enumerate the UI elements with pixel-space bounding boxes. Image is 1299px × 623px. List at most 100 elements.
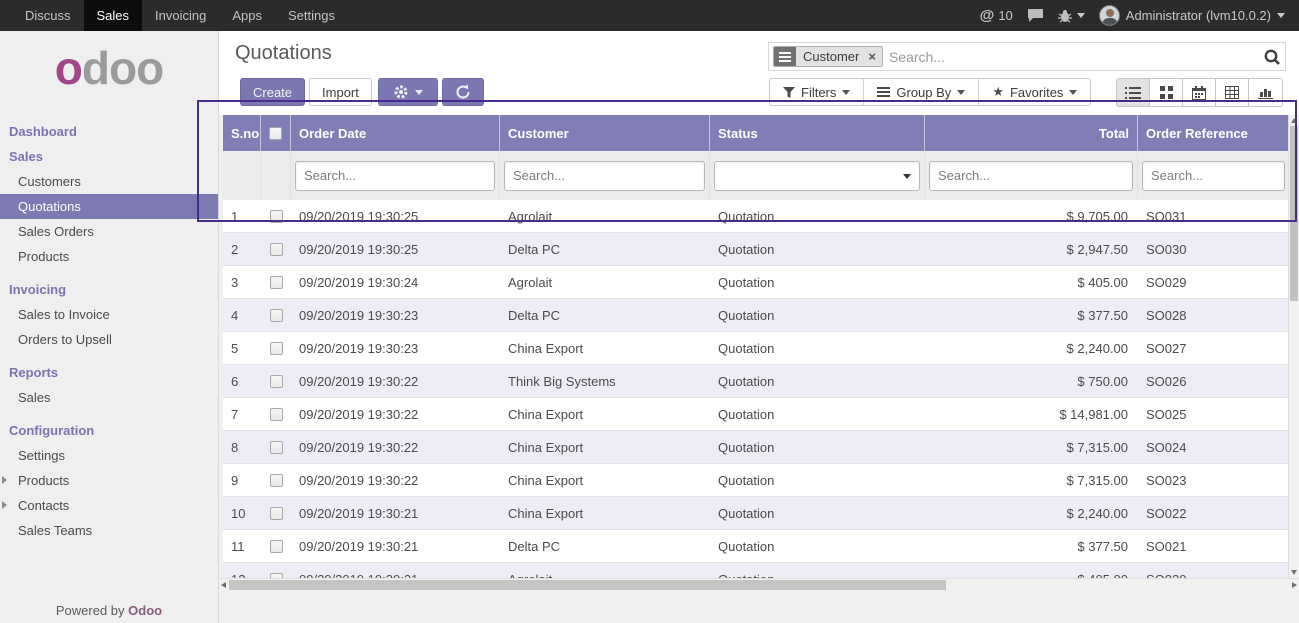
vertical-scrollbar[interactable] — [1288, 115, 1299, 578]
status-cell: Quotation — [718, 241, 775, 257]
row-checkbox[interactable] — [269, 473, 283, 487]
scroll-up-arrow[interactable] — [1291, 118, 1297, 123]
table-row[interactable]: 8 09/20/2019 19:30:22 China Export Quota… — [223, 431, 1289, 464]
row-checkbox[interactable] — [269, 374, 283, 388]
order-date-filter-input[interactable] — [295, 160, 495, 191]
filters-button[interactable]: Filters — [770, 79, 865, 105]
sidebar-item[interactable]: Contacts — [0, 493, 218, 518]
col-header-status[interactable]: Status — [710, 115, 925, 151]
scroll-left-arrow[interactable] — [221, 582, 226, 588]
row-checkbox[interactable] — [269, 341, 283, 355]
order-reference-cell: SO020 — [1138, 563, 1289, 579]
row-checkbox[interactable] — [269, 209, 283, 223]
sidebar-item[interactable]: Sales Orders — [0, 219, 218, 244]
table-row[interactable]: 9 09/20/2019 19:30:22 China Export Quota… — [223, 464, 1289, 497]
table-row[interactable]: 3 09/20/2019 19:30:24 Agrolait Quotation… — [223, 266, 1289, 299]
col-header-sno[interactable]: S.no — [223, 115, 261, 151]
row-checkbox[interactable] — [269, 407, 283, 421]
search-view[interactable]: Customer × — [768, 42, 1286, 71]
status-cell: Quotation — [718, 340, 775, 356]
col-header-select-all[interactable] — [261, 115, 291, 151]
group-by-button[interactable]: Group By — [864, 79, 980, 105]
sidebar-item[interactable]: Orders to Upsell — [0, 327, 218, 352]
top-menu-item[interactable]: Settings — [288, 8, 335, 23]
sidebar-item[interactable]: Invoicing — [0, 277, 218, 302]
row-checkbox[interactable] — [269, 506, 283, 520]
status-filter-select[interactable] — [714, 160, 920, 191]
top-menu-item[interactable]: Sales — [83, 0, 143, 31]
sidebar-item-label: Products — [18, 249, 70, 264]
row-checkbox[interactable] — [269, 242, 283, 256]
row-checkbox[interactable] — [269, 275, 283, 289]
total-filter-input[interactable] — [929, 160, 1133, 191]
favorites-button[interactable]: ★ Favorites — [979, 79, 1090, 105]
sidebar-item[interactable]: Sales to Invoice — [0, 302, 218, 327]
row-checkbox[interactable] — [269, 440, 283, 454]
select-all-checkbox[interactable] — [269, 126, 282, 140]
view-switch-list[interactable] — [1117, 79, 1150, 106]
import-button[interactable]: Import — [309, 78, 372, 106]
sidebar-item[interactable]: Quotations — [0, 194, 218, 219]
facet-remove-icon[interactable]: × — [866, 47, 882, 66]
top-menu-item[interactable]: Apps — [232, 8, 262, 23]
table-row[interactable]: 11 09/20/2019 19:30:21 Delta PC Quotatio… — [223, 530, 1289, 563]
scroll-down-arrow[interactable] — [1291, 570, 1297, 575]
table-row[interactable]: 10 09/20/2019 19:30:21 China Export Quot… — [223, 497, 1289, 530]
create-button[interactable]: Create — [240, 78, 306, 106]
sidebar-item[interactable]: Products — [0, 468, 218, 493]
expand-caret-icon[interactable] — [2, 476, 7, 484]
sidebar-item[interactable]: Configuration — [0, 418, 218, 443]
sidebar-item[interactable]: Dashboard — [0, 119, 218, 144]
table-row[interactable]: 12 09/20/2019 19:30:21 Agrolait Quotatio… — [223, 563, 1289, 578]
table-row[interactable]: 4 09/20/2019 19:30:23 Delta PC Quotation… — [223, 299, 1289, 332]
search-icon[interactable] — [1263, 48, 1281, 66]
sidebar-item[interactable]: Sales Teams — [0, 518, 218, 543]
debug-menu[interactable] — [1057, 9, 1085, 23]
sidebar-item-label: Orders to Upsell — [18, 332, 112, 347]
status-cell: Quotation — [718, 373, 775, 389]
star-icon: ★ — [992, 84, 1004, 99]
table-row[interactable]: 5 09/20/2019 19:30:23 China Export Quota… — [223, 332, 1289, 365]
view-switch-pivot[interactable] — [1216, 79, 1249, 106]
col-header-customer[interactable]: Customer — [500, 115, 710, 151]
order-reference-filter-input[interactable] — [1142, 160, 1285, 191]
scroll-right-arrow[interactable] — [1292, 582, 1297, 588]
col-header-order-reference[interactable]: Order Reference — [1146, 125, 1248, 141]
sidebar-item[interactable]: Reports — [0, 360, 218, 385]
table-row[interactable]: 2 09/20/2019 19:30:25 Delta PC Quotation… — [223, 233, 1289, 266]
actions-dropdown-button[interactable] — [377, 78, 438, 106]
view-switch-calendar[interactable] — [1183, 79, 1216, 106]
search-input[interactable] — [888, 48, 1257, 65]
sidebar-item-label: Invoicing — [9, 282, 67, 297]
horizontal-scrollbar[interactable] — [219, 578, 1299, 591]
table-row[interactable]: 6 09/20/2019 19:30:22 Think Big Systems … — [223, 365, 1289, 398]
row-checkbox[interactable] — [269, 539, 283, 553]
row-checkbox[interactable] — [269, 572, 283, 578]
top-menu: Discuss Sales Invoicing Apps Settings — [12, 0, 348, 31]
horizontal-scroll-thumb[interactable] — [229, 580, 946, 590]
sidebar-item[interactable]: Sales — [0, 385, 218, 410]
refresh-button[interactable] — [441, 78, 484, 106]
vertical-scroll-thumb[interactable] — [1290, 126, 1298, 301]
table-row[interactable]: 1 09/20/2019 19:30:25 Agrolait Quotation… — [223, 200, 1289, 233]
odoo-brand-link[interactable]: Odoo — [128, 603, 163, 618]
sidebar-item[interactable]: Customers — [0, 169, 218, 194]
col-header-total[interactable]: Total — [925, 115, 1138, 151]
mention-counter[interactable]: @ 10 — [980, 7, 1013, 24]
sidebar-item[interactable]: Settings — [0, 443, 218, 468]
sidebar-item[interactable]: Products — [0, 244, 218, 269]
user-menu[interactable]: Administrator (lvm10.0.2) — [1098, 5, 1285, 26]
view-switch-graph[interactable] — [1249, 79, 1282, 106]
top-menu-item[interactable]: Invoicing — [155, 8, 207, 23]
table-row[interactable]: 7 09/20/2019 19:30:22 China Export Quota… — [223, 398, 1289, 431]
expand-caret-icon[interactable] — [2, 501, 7, 509]
messages-icon[interactable] — [1027, 8, 1044, 23]
row-checkbox[interactable] — [269, 308, 283, 322]
view-switch-kanban[interactable] — [1150, 79, 1183, 106]
top-menu-item[interactable]: Discuss — [25, 8, 71, 23]
sidebar-item[interactable]: Sales — [0, 144, 218, 169]
search-facet[interactable]: Customer × — [773, 46, 883, 67]
customer-filter-input[interactable] — [504, 160, 705, 191]
total-cell: $ 2,240.00 — [1066, 505, 1128, 521]
col-header-order-date[interactable]: Order Date — [291, 115, 500, 151]
